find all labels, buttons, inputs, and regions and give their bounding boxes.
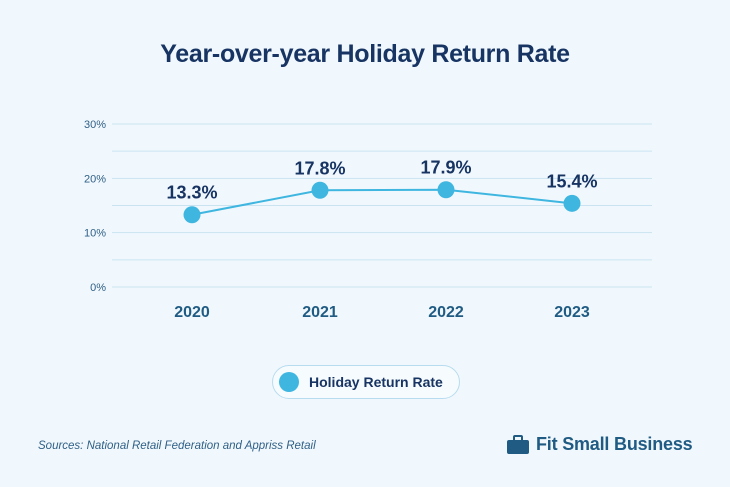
data-point (437, 181, 455, 199)
legend[interactable]: Holiday Return Rate (272, 365, 460, 399)
data-point (311, 181, 329, 199)
y-tick-label: 20% (84, 173, 106, 185)
series-line (191, 188, 573, 216)
x-tick-label: 2022 (428, 304, 464, 321)
x-tick-label: 2021 (302, 304, 338, 321)
data-label: 15.4% (546, 171, 597, 191)
legend-marker (279, 372, 299, 392)
data-label: 17.9% (420, 158, 471, 178)
brand-name: Fit Small Business (536, 434, 693, 454)
data-point (183, 206, 201, 224)
y-tick-label: 30% (84, 119, 106, 131)
x-tick-label: 2020 (174, 304, 210, 321)
source-note: Sources: National Retail Federation and … (38, 440, 316, 452)
y-tick-label: 0% (90, 282, 106, 294)
brand-logo: Fit Small Business (506, 434, 693, 455)
y-tick-label: 10% (84, 228, 106, 240)
data-label: 17.8% (294, 158, 345, 178)
legend-label: Holiday Return Rate (309, 374, 443, 390)
data-label: 13.3% (166, 183, 217, 203)
chart-title: Year-over-year Holiday Return Rate (160, 40, 570, 68)
x-tick-label: 2023 (554, 304, 590, 321)
briefcase-icon (507, 434, 529, 454)
line-chart: 0% 10% 20% 30% 2020 2021 2022 2023 13.3% 17.8% 17.… (84, 119, 652, 321)
data-point (563, 194, 581, 212)
